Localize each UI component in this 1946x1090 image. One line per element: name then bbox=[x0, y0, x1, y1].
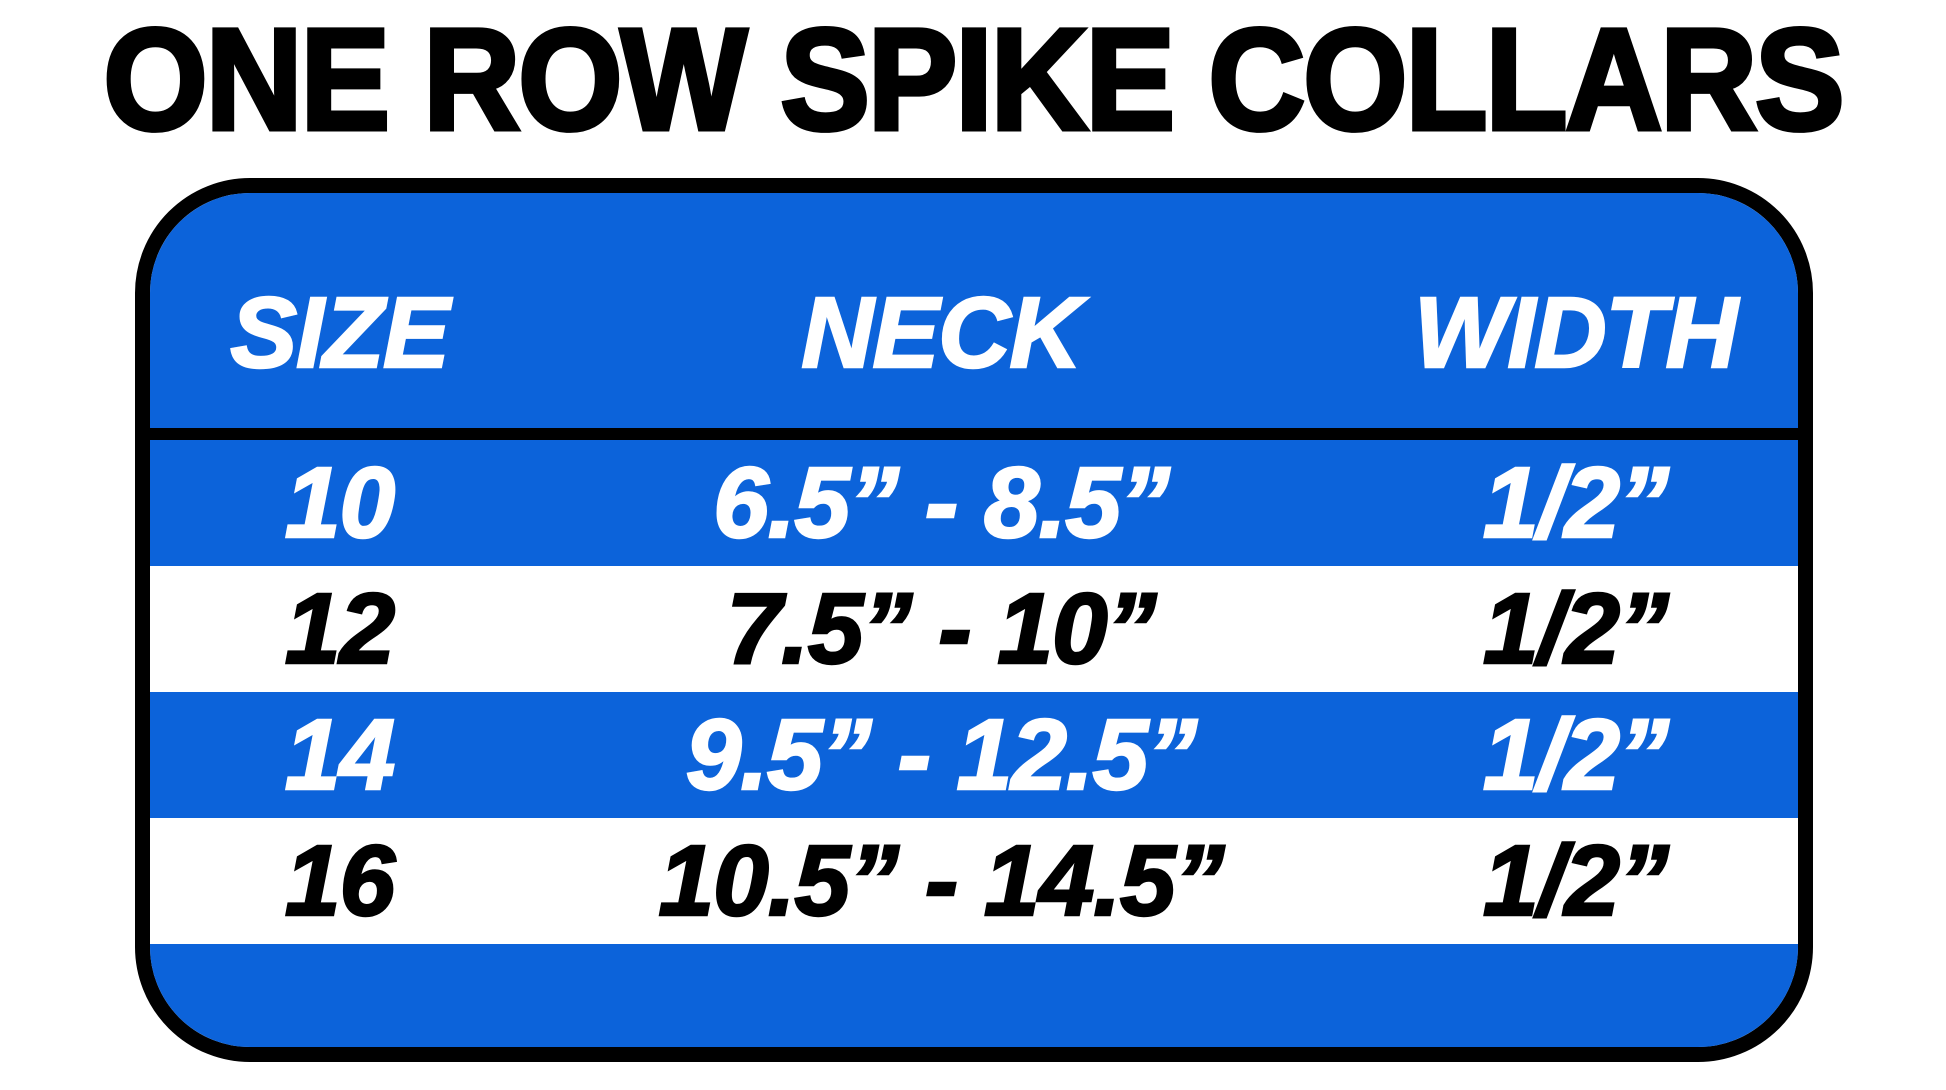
page-title-container: ONE ROW SPIKE COLLARS bbox=[0, 0, 1946, 160]
size-chart-card: SIZE NECK WIDTH 10 6.5” - 8.5” 1/2” 12 7… bbox=[135, 178, 1813, 1062]
row-cell-width: 1/2” bbox=[1482, 699, 1671, 811]
header-divider bbox=[150, 428, 1798, 440]
row-cell-neck: 9.5” - 12.5” bbox=[685, 699, 1199, 811]
row-cell-size: 16 bbox=[284, 825, 397, 937]
header-cell-neck: NECK bbox=[800, 277, 1083, 389]
size-chart-header-row: SIZE NECK WIDTH bbox=[150, 193, 1798, 428]
row-cell-size: 14 bbox=[284, 699, 397, 811]
footer-band bbox=[150, 944, 1798, 1047]
table-row: 14 9.5” - 12.5” 1/2” bbox=[150, 692, 1798, 818]
table-row: 16 10.5” - 14.5” 1/2” bbox=[150, 818, 1798, 944]
row-cell-width: 1/2” bbox=[1482, 825, 1671, 937]
row-cell-neck: 7.5” - 10” bbox=[725, 573, 1158, 685]
row-cell-width: 1/2” bbox=[1482, 573, 1671, 685]
table-row: 12 7.5” - 10” 1/2” bbox=[150, 566, 1798, 692]
row-cell-neck: 6.5” - 8.5” bbox=[712, 447, 1171, 559]
row-cell-size: 10 bbox=[284, 447, 397, 559]
header-cell-width: WIDTH bbox=[1413, 277, 1739, 389]
page-title: ONE ROW SPIKE COLLARS bbox=[101, 0, 1847, 160]
row-cell-size: 12 bbox=[284, 573, 397, 685]
header-cell-size: SIZE bbox=[229, 277, 451, 389]
row-cell-width: 1/2” bbox=[1482, 447, 1671, 559]
table-row: 10 6.5” - 8.5” 1/2” bbox=[150, 440, 1798, 566]
row-cell-neck: 10.5” - 14.5” bbox=[657, 825, 1226, 937]
